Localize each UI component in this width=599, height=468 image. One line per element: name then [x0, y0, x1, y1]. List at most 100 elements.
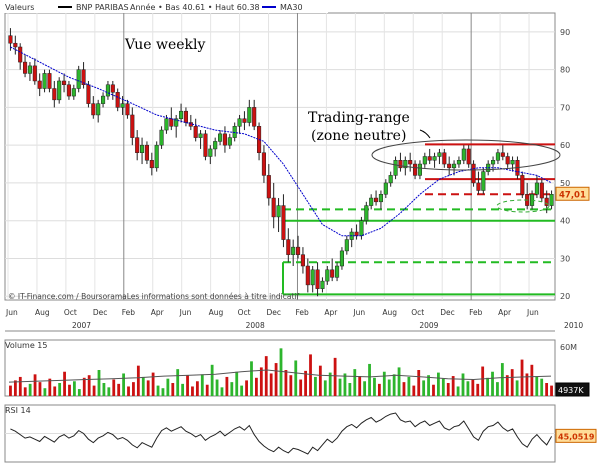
volume-bar — [441, 378, 445, 396]
volume-bar — [58, 383, 62, 396]
volume-bar — [92, 385, 96, 396]
candle-body — [222, 133, 227, 146]
candle-body — [461, 148, 466, 161]
candle-body — [398, 160, 403, 169]
volume-last-value: 4937K — [558, 386, 584, 395]
volume-bar — [171, 383, 175, 396]
price-grid — [4, 12, 556, 301]
candle-body — [27, 65, 32, 74]
volume-bar — [73, 381, 76, 396]
trading-range-label: Trading-range — [308, 110, 410, 126]
volume-bar — [127, 386, 130, 396]
candle-body — [393, 160, 398, 176]
candle-body — [37, 80, 42, 89]
candle-body — [364, 205, 369, 221]
candle-body — [179, 110, 184, 119]
candle-body — [164, 118, 169, 131]
volume-bar — [269, 373, 273, 396]
candle-body — [120, 103, 125, 108]
volume-bar — [186, 375, 189, 396]
legend-ma-label: MA30 — [280, 3, 303, 12]
volume-bar — [200, 374, 204, 396]
volume-bar — [77, 389, 81, 396]
candle-body — [471, 163, 476, 184]
candle-body — [300, 254, 305, 267]
x-tick-month: Apr — [324, 308, 338, 317]
candle-body — [13, 42, 18, 48]
volume-bar — [205, 384, 209, 396]
volume-bar — [235, 371, 239, 396]
volume-bar — [515, 380, 519, 396]
volume-bar — [530, 364, 534, 396]
x-tick-month: Feb — [122, 308, 136, 317]
last-price-value: 47,01 — [559, 190, 586, 200]
volume-bar — [259, 367, 263, 396]
volume-bar — [505, 375, 509, 396]
candle-body — [252, 107, 257, 127]
volume-bar — [87, 375, 91, 396]
volume-bar — [68, 384, 71, 396]
volume-bar — [397, 367, 401, 396]
candle-body — [135, 137, 140, 153]
candle-body — [291, 246, 296, 255]
rsi-panel-title: RSI 14 — [5, 406, 31, 415]
volume-bar — [471, 379, 475, 396]
candle-body — [271, 197, 276, 218]
x-tick-month: Aug — [382, 308, 397, 317]
volume-bar — [107, 387, 111, 396]
x-tick-month: Aug — [209, 308, 224, 317]
volume-bar — [274, 363, 278, 396]
y-tick-label: 20 — [560, 292, 570, 301]
volume-bar — [43, 388, 47, 396]
candle-body — [125, 103, 130, 116]
candle-body — [96, 103, 101, 116]
volume-bar — [18, 376, 22, 396]
volume-bar — [181, 383, 185, 396]
volume-bar — [284, 370, 288, 396]
candle-body — [130, 114, 135, 138]
candle-body — [174, 118, 179, 127]
candle-body — [325, 269, 330, 282]
candle-body — [42, 73, 47, 89]
volume-bar — [382, 371, 386, 396]
candle-body — [534, 182, 539, 195]
volume-bar — [535, 376, 539, 396]
candle-body — [218, 133, 223, 142]
volume-bar — [48, 378, 52, 396]
volume-bar — [245, 380, 248, 396]
candle-body — [261, 152, 266, 176]
candle-body — [456, 160, 461, 165]
candle-body — [403, 160, 408, 169]
candle-body — [91, 103, 96, 116]
candle-body — [413, 163, 418, 176]
candle-body — [378, 194, 383, 203]
volume-bar — [250, 361, 253, 396]
legend: Valeurs BNP PARIBAS Année • Bas 40.61 • … — [0, 0, 328, 13]
volume-bar — [132, 382, 135, 396]
volume-bar — [82, 377, 86, 396]
y-tick-label: 30 — [560, 254, 570, 263]
x-tick-month: Jun — [352, 308, 365, 317]
volume-bar — [343, 373, 347, 396]
volume-bar — [348, 383, 352, 396]
footer-credit: © IT-Finance.com / BoursoramaLes informa… — [8, 292, 300, 301]
candle-body — [149, 160, 154, 169]
y-tick-label: 80 — [560, 66, 570, 75]
volume-bar — [264, 356, 268, 396]
candle-body — [408, 160, 413, 165]
candle-body — [520, 175, 525, 195]
candle-body — [296, 246, 301, 255]
volume-bar — [279, 348, 283, 396]
candle-body — [510, 160, 515, 165]
volume-bar — [294, 360, 298, 396]
volume-bar — [323, 380, 327, 396]
volume-bar — [225, 376, 229, 396]
candle-body — [286, 239, 291, 255]
volume-bar — [417, 370, 421, 396]
price-y-axis: 20 30 40 50 60 70 80 90 — [560, 28, 570, 301]
x-tick-month: Dec — [267, 308, 282, 317]
candle-body — [417, 163, 422, 176]
candle-body — [339, 250, 344, 267]
candle-body — [101, 95, 106, 104]
x-tick-month: Jun — [5, 308, 18, 317]
